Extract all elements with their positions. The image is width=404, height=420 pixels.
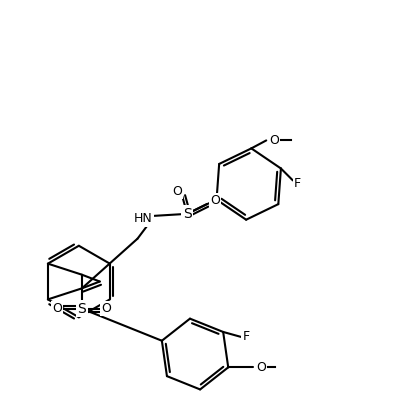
Text: HN: HN	[134, 213, 152, 225]
Text: F: F	[294, 177, 301, 190]
Text: O: O	[172, 184, 182, 197]
Text: O: O	[269, 134, 279, 147]
Text: F: F	[242, 331, 250, 344]
Text: O: O	[256, 361, 266, 374]
Text: S: S	[183, 207, 191, 221]
Text: O: O	[210, 194, 220, 207]
Text: S: S	[78, 302, 86, 316]
Text: O: O	[101, 302, 112, 315]
Text: O: O	[53, 302, 62, 315]
